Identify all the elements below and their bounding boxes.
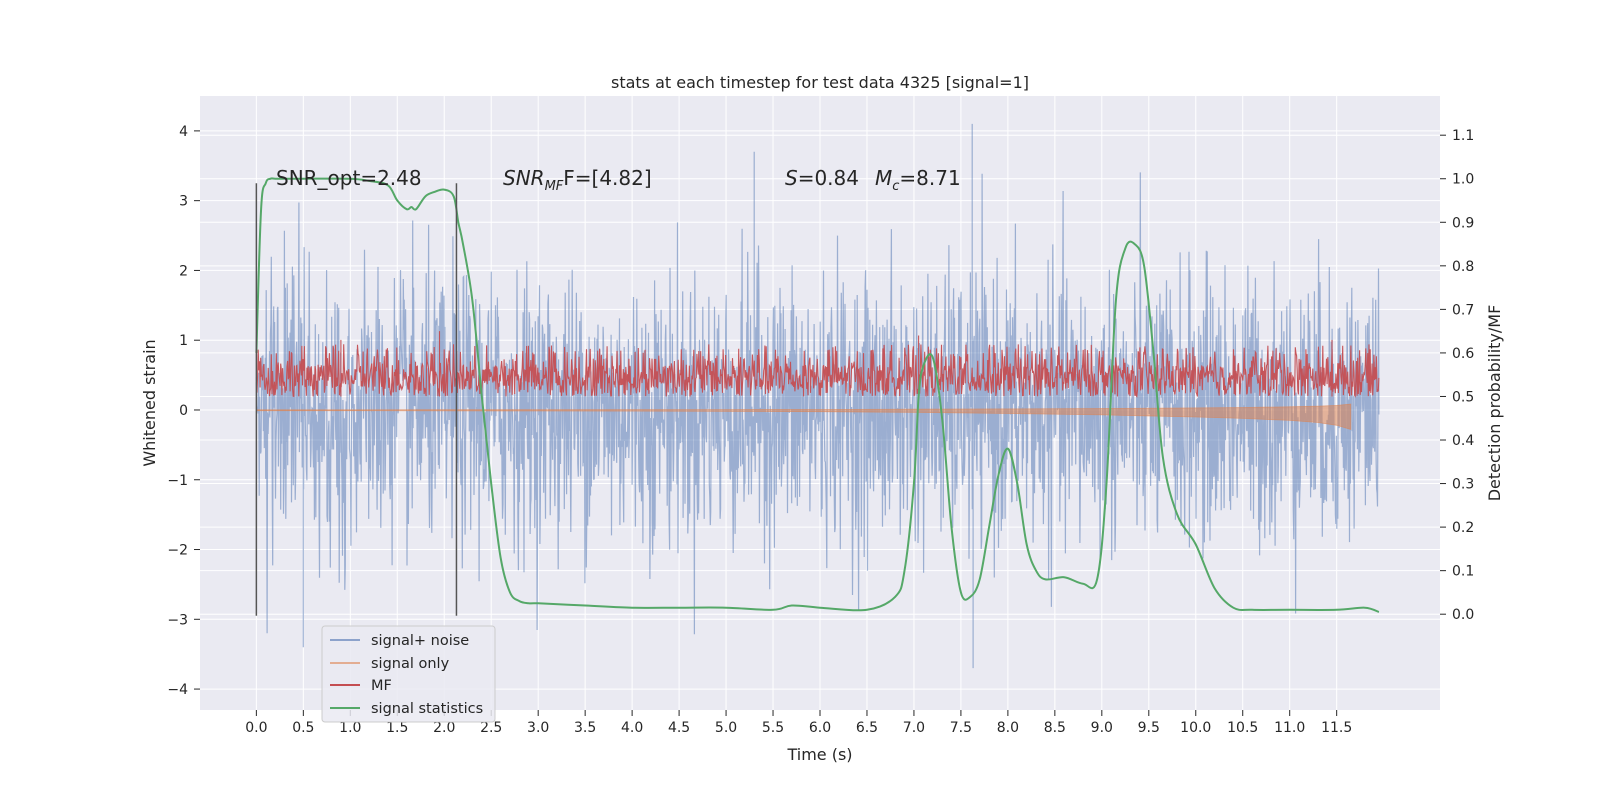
annotation-snr-mf: SNRMFF=[4.82] <box>503 166 652 194</box>
y-left-axis-label: Whitened strain <box>140 339 159 466</box>
annotation-snr-mf-rest: F=[4.82] <box>563 166 651 190</box>
y-left-tick-label: 2 <box>179 263 188 279</box>
y-right-tick-label: 0.7 <box>1452 302 1474 318</box>
series-mf <box>255 331 1380 398</box>
annotation-snr-mf-sub: MF <box>545 179 564 194</box>
y-right-tick-label: 0.6 <box>1452 346 1474 362</box>
legend-label-signal-statistics: signal statistics <box>371 701 483 717</box>
annotation-s-value: =0.84 <box>798 166 859 190</box>
y-left-tick-label: −1 <box>167 473 188 489</box>
y-right-tick-label: 0.4 <box>1452 433 1474 449</box>
y-right-tick-label: 1.0 <box>1452 172 1474 188</box>
y-right-tick-label: 0.1 <box>1452 564 1474 580</box>
x-tick-label: 10.5 <box>1227 720 1258 736</box>
y-left-tick-label: 4 <box>179 124 188 140</box>
legend-label-signal-only: signal only <box>371 656 450 672</box>
y-right-tick-label: 0.3 <box>1452 477 1474 493</box>
legend: signal+ noise signal only MF signal stat… <box>321 625 496 723</box>
y-left-tick-label: −4 <box>167 682 188 698</box>
x-tick-label: 5.0 <box>715 720 737 736</box>
y-right-axis-label: Detection probability/MF <box>1485 305 1504 502</box>
x-axis-ticks: 0.0 0.5 1.0 1.5 2.0 2.5 3.0 3.5 4.0 4.5 5.0 5.5 6.0 6… <box>245 710 1352 736</box>
annotation-mc-sub: c <box>892 179 899 194</box>
y-left-tick-label: −2 <box>167 543 188 559</box>
x-tick-label: 11.0 <box>1274 720 1305 736</box>
y-right-tick-label: 0.2 <box>1452 520 1474 536</box>
annotation-snr-opt: SNR_opt=2.48 <box>276 166 422 190</box>
y-right-axis-ticks: 1.1 1.0 0.9 0.8 0.7 0.6 0.5 0.4 0.3 0.2 0.1 0.0 <box>1440 128 1474 623</box>
series-signal-statistics <box>255 177 1380 613</box>
x-tick-label: 0.0 <box>245 720 267 736</box>
annotation-mc-value: =8.71 <box>899 166 960 190</box>
y-left-tick-label: 3 <box>179 194 188 210</box>
y-right-tick-label: 0.0 <box>1452 607 1474 623</box>
x-tick-label: 1.5 <box>386 720 408 736</box>
y-left-tick-label: 1 <box>179 333 188 349</box>
x-tick-label: 9.0 <box>1091 720 1113 736</box>
vertical-markers <box>255 183 458 616</box>
annotation-s-var: S <box>785 166 798 190</box>
y-right-tick-label: 0.9 <box>1452 215 1474 231</box>
series-signal-only <box>255 403 1352 431</box>
x-tick-label: 3.0 <box>527 720 549 736</box>
x-tick-label: 8.0 <box>997 720 1019 736</box>
x-tick-label: 0.5 <box>292 720 314 736</box>
x-tick-label: 9.5 <box>1138 720 1160 736</box>
y-left-tick-label: −3 <box>167 612 188 628</box>
legend-label-mf: MF <box>371 678 392 694</box>
x-tick-label: 4.5 <box>668 720 690 736</box>
x-tick-label: 5.5 <box>762 720 784 736</box>
y-left-axis-ticks: 4 3 2 1 0 −1 −2 −3 −4 <box>167 124 200 698</box>
x-tick-label: 11.5 <box>1321 720 1352 736</box>
x-axis-label: Time (s) <box>786 745 852 764</box>
x-tick-label: 7.0 <box>903 720 925 736</box>
chart-title: stats at each timestep for test data 432… <box>611 73 1029 92</box>
annotation-snr-mf-base: SNR <box>503 166 545 190</box>
y-right-tick-label: 0.8 <box>1452 259 1474 275</box>
x-tick-label: 6.5 <box>856 720 878 736</box>
x-tick-label: 6.0 <box>809 720 831 736</box>
y-left-tick-label: 0 <box>179 403 188 419</box>
y-right-tick-label: 0.5 <box>1452 389 1474 405</box>
x-tick-label: 8.5 <box>1044 720 1066 736</box>
annotation-s-mc: S=0.84 Mc=8.71 <box>785 166 961 194</box>
legend-label-signal-noise: signal+ noise <box>371 633 469 649</box>
x-tick-label: 1.0 <box>339 720 361 736</box>
y-right-tick-label: 1.1 <box>1452 128 1474 144</box>
x-tick-label: 2.0 <box>433 720 455 736</box>
series-signal-noise <box>255 123 1380 669</box>
x-tick-label: 7.5 <box>950 720 972 736</box>
legend-frame <box>321 625 496 723</box>
x-tick-label: 10.0 <box>1180 720 1211 736</box>
annotation-mc-var: M <box>875 166 892 190</box>
x-tick-label: 4.0 <box>621 720 643 736</box>
x-tick-label: 2.5 <box>480 720 502 736</box>
x-tick-label: 3.5 <box>574 720 596 736</box>
